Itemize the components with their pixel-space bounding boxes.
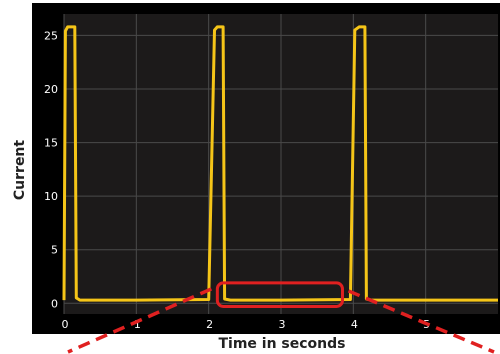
leader-line-left <box>67 287 213 354</box>
y-tick-label: 5 <box>51 244 58 257</box>
annotations <box>67 281 495 354</box>
x-tick-label: 4 <box>351 318 358 331</box>
series-group <box>62 25 498 302</box>
y-axis-title: Current <box>12 140 28 201</box>
y-tick-label: 15 <box>44 137 58 150</box>
y-tick-label: 10 <box>44 190 58 203</box>
series-line <box>62 25 498 302</box>
y-tick-label: 25 <box>44 29 58 42</box>
x-tick-label: 2 <box>206 318 213 331</box>
tick-labels: 0123450510152025 <box>44 29 430 331</box>
y-tick-label: 0 <box>51 297 58 310</box>
leader-line-right <box>347 289 495 354</box>
x-tick-label: 0 <box>62 318 69 331</box>
x-tick-label: 1 <box>134 318 141 331</box>
x-axis-title: Time in seconds <box>218 336 345 352</box>
y-tick-label: 20 <box>44 83 58 96</box>
x-tick-label: 3 <box>279 318 286 331</box>
highlight-box <box>215 281 344 308</box>
